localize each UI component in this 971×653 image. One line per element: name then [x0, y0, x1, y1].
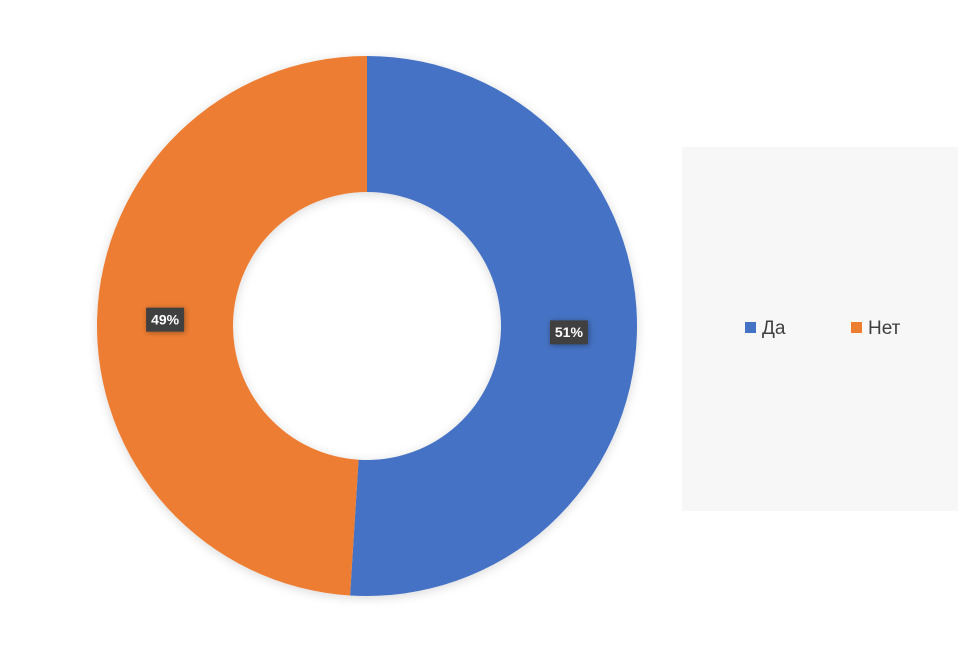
legend-swatch [851, 322, 862, 333]
donut [97, 56, 638, 597]
donut-slice [350, 56, 638, 597]
data-label: 51% [549, 320, 588, 345]
data-label-text: 51% [555, 324, 584, 340]
donut-slice [97, 56, 367, 596]
legend-box [682, 147, 958, 511]
legend-label: Нет [868, 318, 901, 339]
data-label-text: 49% [151, 311, 180, 327]
data-labels: 51% 49% [146, 307, 588, 345]
legend-label: Да [762, 318, 786, 339]
data-label-box [549, 320, 588, 345]
data-label: 49% [146, 307, 185, 332]
legend: Да Нет [745, 318, 901, 339]
data-label-box [146, 307, 185, 332]
legend-swatch [745, 322, 756, 333]
